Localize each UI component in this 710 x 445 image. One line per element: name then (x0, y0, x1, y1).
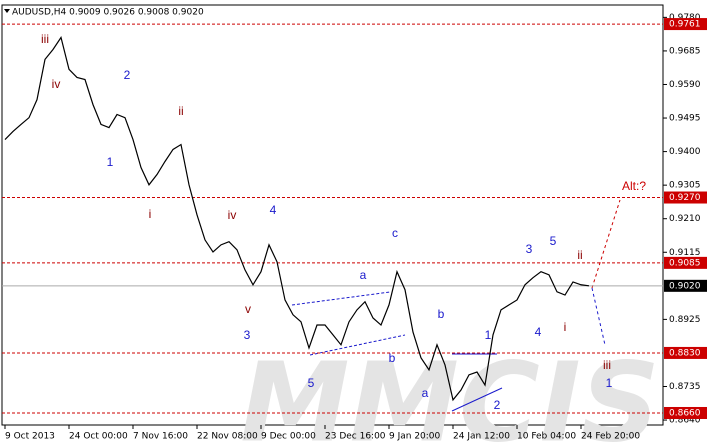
watermark: MMCIS (240, 338, 660, 445)
wave-label: b (389, 351, 396, 365)
wave-label: iv (228, 208, 237, 222)
wave-label: 1 (107, 155, 114, 169)
wave-label: b (438, 307, 445, 321)
wave-label: ii (178, 104, 183, 118)
wave-label: 2 (494, 398, 501, 412)
wave-drawings (291, 199, 621, 412)
x-tick-label: 24 Oct 00:00 (69, 432, 128, 442)
level-label: 0.8830 (669, 348, 701, 358)
channel-line (309, 334, 406, 356)
y-tick-label: 0.9305 (669, 181, 701, 191)
current-price-label: 0.9020 (669, 281, 701, 291)
level-box (664, 191, 707, 204)
wave-label: 2 (124, 68, 131, 82)
wave-label: 3 (244, 328, 251, 342)
x-tick-label: 24 Feb 20:00 (581, 432, 640, 442)
level-label: 0.9761 (669, 20, 701, 30)
wave-label: c (392, 226, 398, 240)
wave-label: 4 (270, 203, 277, 217)
wave-label: 5 (308, 376, 315, 390)
wave-label: a (422, 386, 429, 400)
y-tick-label: 0.9780 (669, 13, 701, 23)
wave-label: a (360, 268, 367, 282)
current-price-box (664, 279, 707, 292)
wave-label: 5 (550, 234, 557, 248)
x-tick-label: 23 Dec 16:00 (325, 432, 386, 442)
y-tick-label: 0.9115 (669, 248, 701, 258)
y-tick-label: 0.9685 (669, 46, 701, 56)
level-label: 0.9270 (669, 193, 701, 203)
level-box (664, 406, 707, 419)
y-tick-label: 0.9495 (669, 114, 701, 124)
wave-label: iii (41, 32, 49, 46)
level-box (664, 18, 707, 31)
wave-label: v (245, 302, 251, 316)
wave-label: ii (577, 248, 582, 262)
x-tick-label: 7 Nov 16:00 (133, 432, 188, 442)
x-tick-label: 9 Jan 20:00 (389, 432, 441, 442)
y-tick-label: 0.8925 (669, 315, 701, 325)
y-tick-label: 0.8735 (669, 382, 701, 392)
y-tick-label: 0.9210 (669, 214, 701, 224)
forecast-line (591, 287, 606, 346)
wave-label: 4 (535, 325, 542, 339)
wave-label: i (564, 320, 567, 334)
y-tick-label: 0.9400 (669, 147, 701, 157)
level-box (664, 346, 707, 359)
level-label: 0.9085 (669, 258, 701, 268)
level-box (664, 256, 707, 269)
wave-label: 3 (526, 242, 533, 256)
wave-label: 1 (606, 376, 613, 390)
menu-arrow (4, 9, 10, 13)
x-tick-label: 9 Dec 00:00 (261, 432, 316, 442)
price-line (4, 36, 590, 402)
wave-label: iii (603, 358, 611, 372)
channel-line (291, 291, 391, 306)
x-tick-label: 10 Feb 04:00 (517, 432, 576, 442)
chart-title: AUDUSD,H4 0.9009 0.9026 0.9008 0.9020 (12, 8, 204, 18)
y-tick-label: 0.8640 (669, 416, 701, 426)
wave-label: 1 (485, 328, 492, 342)
plot-frame (1, 4, 664, 426)
level-label: 0.8660 (669, 408, 701, 418)
x-tick-label: 22 Nov 08:00 (197, 432, 258, 442)
wave-label: i (149, 207, 152, 221)
x-tick-label: 9 Oct 2013 (5, 432, 55, 442)
trend-line (451, 387, 503, 412)
y-tick-label: 0.9590 (669, 80, 701, 90)
x-tick-label: 24 Jan 12:00 (453, 432, 510, 442)
wave-label: Alt:? (622, 179, 646, 193)
wave-label: iv (52, 77, 61, 91)
